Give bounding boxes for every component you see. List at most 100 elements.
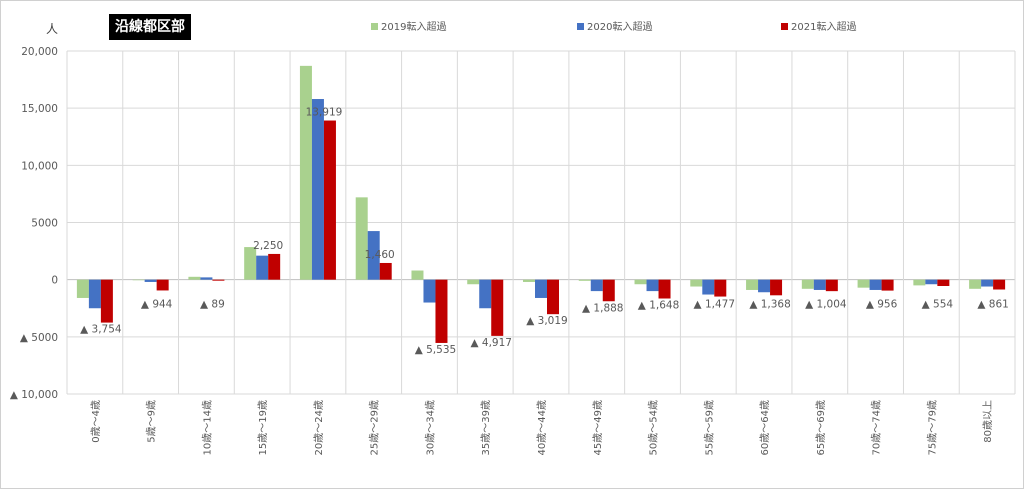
bar-2021転入超過-1 (156, 279, 169, 291)
legend-label-2021: 2021転入超過 (791, 22, 857, 33)
data-label-2021-16: ▲ 861 (977, 299, 1008, 311)
bar-2020転入超過-0 (88, 279, 101, 309)
bar-2019転入超過-3 (244, 247, 257, 280)
x-category-label: 35歳～39歳 (480, 400, 492, 455)
bar-2021転入超過-10 (658, 279, 671, 299)
x-category-label: 65歳～69歳 (815, 400, 827, 455)
bar-2021転入超過-7 (491, 279, 504, 336)
y-tick-label: 15,000 (21, 103, 58, 115)
y-tick-label: 5000 (31, 218, 58, 230)
x-category-label: 15歳～19歳 (257, 400, 269, 455)
data-label-2021-9: ▲ 1,888 (582, 302, 623, 314)
data-label-2021-6: ▲ 5,535 (415, 344, 456, 356)
legend-item-2019: 2019転入超過 (371, 18, 446, 33)
bar-2020転入超過-12 (758, 279, 771, 293)
bar-2021転入超過-5 (379, 262, 392, 280)
legend-label-2019: 2019転入超過 (381, 22, 447, 33)
x-category-label: 80歳以上 (982, 400, 994, 443)
data-label-2021-10: ▲ 1,648 (638, 300, 679, 312)
legend-swatch-2019 (371, 23, 378, 30)
bar-2019転入超過-2 (188, 276, 201, 280)
data-label-2021-8: ▲ 3,019 (526, 315, 567, 327)
bar-2019転入超過-10 (634, 279, 647, 285)
bar-2019転入超過-7 (467, 279, 480, 285)
x-category-label: 20歳～24歳 (313, 400, 325, 455)
bar-2020転入超過-10 (646, 279, 659, 292)
bar-2020転入超過-11 (702, 279, 715, 295)
y-tick-label: ▲ 5000 (20, 332, 58, 344)
bar-2020転入超過-6 (423, 279, 436, 303)
data-label-2021-11: ▲ 1,477 (694, 299, 735, 311)
legend-swatch-2021 (781, 23, 788, 30)
data-label-2021-0: ▲ 3,754 (80, 324, 122, 336)
bar-2019転入超過-6 (411, 270, 424, 280)
bar-2021転入超過-4 (323, 120, 336, 280)
bar-2020転入超過-16 (981, 279, 994, 287)
bar-2021転入超過-8 (547, 279, 559, 315)
legend-item-2021: 2021転入超過 (781, 18, 856, 33)
bar-2019転入超過-16 (969, 279, 982, 289)
x-category-label: 40歳～44歳 (536, 400, 548, 455)
bar-2020転入超過-5 (367, 231, 380, 280)
bar-2019転入超過-11 (690, 279, 703, 287)
bar-2020転入超過-8 (535, 279, 547, 298)
x-category-label: 50歳～54歳 (648, 400, 660, 455)
bar-2020転入超過-2 (200, 277, 213, 280)
bar-2020転入超過-3 (256, 255, 269, 280)
bar-2019転入超過-8 (523, 279, 535, 282)
bar-2021転入超過-15 (937, 279, 950, 287)
y-tick-label: ▲ 10,000 (10, 389, 58, 401)
bar-2021転入超過-11 (714, 279, 727, 297)
bar-2019転入超過-5 (355, 197, 368, 280)
data-label-2021-14: ▲ 956 (866, 299, 898, 311)
x-category-label: 55歳～59歳 (703, 400, 715, 455)
x-category-label: 30歳～34歳 (424, 400, 436, 455)
y-tick-label: 10,000 (21, 160, 58, 172)
bar-2019転入超過-13 (801, 279, 814, 289)
data-label-2021-1: ▲ 944 (141, 299, 173, 311)
bar-2020転入超過-7 (479, 279, 492, 309)
bar-2021転入超過-9 (602, 279, 615, 302)
bar-2021転入超過-6 (435, 279, 448, 343)
x-category-label: 45歳～49歳 (592, 400, 604, 455)
data-label-2021-4: 13,919 (306, 107, 343, 119)
legend-swatch-2020 (577, 23, 584, 30)
bar-2019転入超過-15 (913, 279, 926, 286)
bar-2021転入超過-14 (881, 279, 894, 291)
data-label-2021-5: 1,460 (365, 249, 395, 261)
x-category-label: 0歳～4歳 (90, 400, 102, 443)
legend: 2019転入超過 2020転入超過 2021転入超過 (1, 18, 1024, 34)
bar-2020転入超過-9 (590, 279, 603, 292)
bar-2021転入超過-12 (770, 279, 783, 296)
data-label-2021-3: 2,250 (253, 240, 283, 252)
chart-title: 沿線都区部 (109, 14, 191, 40)
bar-2019転入超過-12 (746, 279, 759, 290)
x-category-label: 60歳～64歳 (759, 400, 771, 455)
bar-2019転入超過-4 (299, 65, 312, 280)
data-label-2021-7: ▲ 4,917 (470, 337, 511, 349)
bar-2020転入超過-4 (311, 99, 324, 280)
data-label-2021-13: ▲ 1,004 (805, 299, 847, 311)
bar-2021転入超過-16 (993, 279, 1006, 290)
data-label-2021-2: ▲ 89 (200, 299, 225, 311)
data-label-2021-15: ▲ 554 (922, 299, 954, 311)
bar-2021転入超過-2 (212, 279, 225, 281)
bar-2021転入超過-3 (268, 253, 281, 280)
x-category-label: 70歳～74歳 (871, 400, 883, 455)
bar-2019転入超過-0 (76, 279, 89, 298)
legend-item-2020: 2020転入超過 (577, 18, 652, 33)
y-tick-label: 20,000 (21, 46, 58, 58)
data-label-2021-12: ▲ 1,368 (749, 299, 790, 311)
x-category-label: 75歳～79歳 (926, 400, 938, 455)
y-tick-label: 0 (51, 275, 58, 287)
bar-2019転入超過-9 (578, 279, 591, 281)
y-axis-unit: 人 (46, 22, 59, 36)
bar-2020転入超過-13 (813, 279, 826, 290)
bar-2019転入超過-14 (857, 279, 870, 288)
bar-2020転入超過-14 (869, 279, 882, 290)
x-category-label: 10歳～14歳 (201, 400, 213, 455)
bar-2020転入超過-1 (144, 279, 157, 282)
legend-label-2020: 2020転入超過 (587, 22, 653, 33)
